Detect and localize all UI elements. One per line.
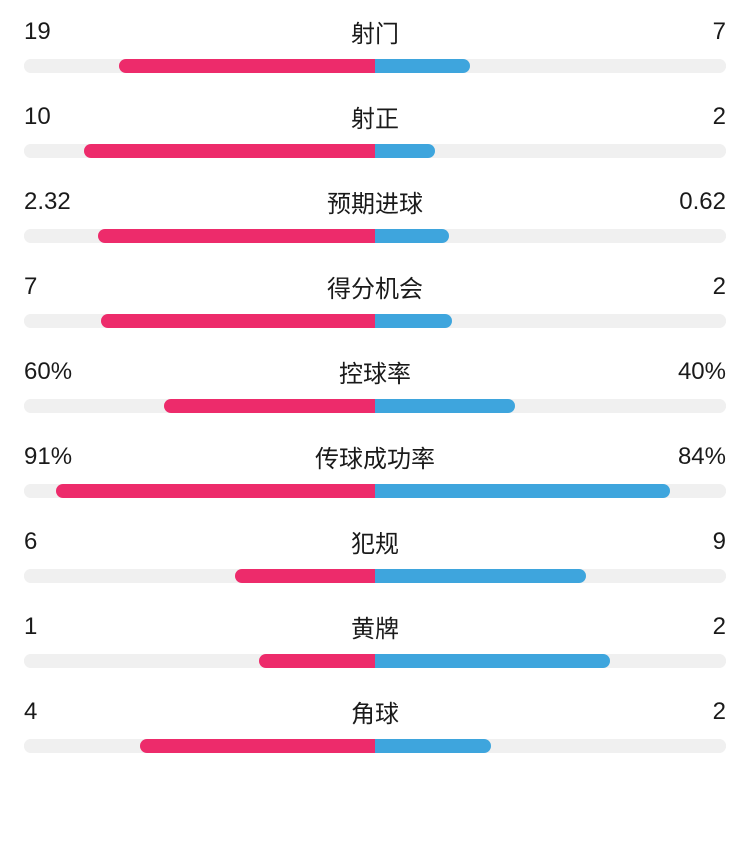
stat-labels: 60%控球率40% <box>24 354 726 389</box>
left-team-value: 2.32 <box>24 188 104 216</box>
right-bar-track <box>375 229 726 243</box>
right-bar-track <box>375 399 726 413</box>
right-bar-track <box>375 739 726 753</box>
left-bar-fill <box>98 229 375 243</box>
stat-labels: 6犯规9 <box>24 524 726 559</box>
left-bar-track <box>24 654 375 668</box>
comparison-bar <box>24 399 726 413</box>
right-team-value: 2 <box>646 273 726 301</box>
left-team-value: 7 <box>24 273 104 301</box>
right-bar-track <box>375 314 726 328</box>
stat-label: 黄牌 <box>104 609 646 644</box>
right-team-value: 2 <box>646 698 726 726</box>
right-bar-fill <box>375 739 491 753</box>
stat-row: 91%传球成功率84% <box>24 439 726 498</box>
stat-row: 6犯规9 <box>24 524 726 583</box>
right-bar-fill <box>375 654 610 668</box>
left-bar-track <box>24 569 375 583</box>
right-team-value: 0.62 <box>646 188 726 216</box>
stat-row: 19射门7 <box>24 14 726 73</box>
right-bar-fill <box>375 314 452 328</box>
right-team-value: 84% <box>646 443 726 471</box>
comparison-bar <box>24 484 726 498</box>
stat-row: 1黄牌2 <box>24 609 726 668</box>
left-team-value: 19 <box>24 18 104 46</box>
stat-label: 射门 <box>104 14 646 49</box>
right-bar-fill <box>375 569 586 583</box>
stat-row: 7得分机会2 <box>24 269 726 328</box>
stat-label: 得分机会 <box>104 269 646 304</box>
right-bar-track <box>375 144 726 158</box>
left-bar-fill <box>84 144 375 158</box>
stat-row: 60%控球率40% <box>24 354 726 413</box>
left-team-value: 60% <box>24 358 104 386</box>
stat-label: 射正 <box>104 99 646 134</box>
stat-labels: 4角球2 <box>24 694 726 729</box>
right-bar-track <box>375 569 726 583</box>
right-team-value: 2 <box>646 103 726 131</box>
stat-label: 控球率 <box>104 354 646 389</box>
right-bar-track <box>375 59 726 73</box>
right-team-value: 2 <box>646 613 726 641</box>
right-bar-track <box>375 484 726 498</box>
right-team-value: 40% <box>646 358 726 386</box>
left-bar-fill <box>101 314 375 328</box>
stat-label: 预期进球 <box>104 184 646 219</box>
left-bar-track <box>24 59 375 73</box>
stat-labels: 91%传球成功率84% <box>24 439 726 474</box>
stat-labels: 19射门7 <box>24 14 726 49</box>
left-team-value: 91% <box>24 443 104 471</box>
match-stats-panel: 19射门710射正22.32预期进球0.627得分机会260%控球率40%91%… <box>24 14 726 753</box>
right-bar-fill <box>375 484 670 498</box>
stat-row: 10射正2 <box>24 99 726 158</box>
stat-labels: 7得分机会2 <box>24 269 726 304</box>
stat-labels: 10射正2 <box>24 99 726 134</box>
stat-row: 4角球2 <box>24 694 726 753</box>
stat-labels: 2.32预期进球0.62 <box>24 184 726 219</box>
left-bar-track <box>24 144 375 158</box>
comparison-bar <box>24 314 726 328</box>
comparison-bar <box>24 739 726 753</box>
left-bar-track <box>24 484 375 498</box>
right-team-value: 9 <box>646 528 726 556</box>
comparison-bar <box>24 569 726 583</box>
left-bar-track <box>24 399 375 413</box>
stat-label: 角球 <box>104 694 646 729</box>
left-bar-fill <box>56 484 375 498</box>
stat-label: 犯规 <box>104 524 646 559</box>
right-bar-fill <box>375 229 449 243</box>
stat-row: 2.32预期进球0.62 <box>24 184 726 243</box>
right-team-value: 7 <box>646 18 726 46</box>
left-team-value: 4 <box>24 698 104 726</box>
right-bar-fill <box>375 59 470 73</box>
left-team-value: 1 <box>24 613 104 641</box>
left-bar-track <box>24 739 375 753</box>
left-team-value: 6 <box>24 528 104 556</box>
left-bar-fill <box>119 59 375 73</box>
comparison-bar <box>24 59 726 73</box>
right-bar-fill <box>375 399 515 413</box>
comparison-bar <box>24 229 726 243</box>
comparison-bar <box>24 654 726 668</box>
left-bar-fill <box>259 654 375 668</box>
right-bar-fill <box>375 144 435 158</box>
stat-label: 传球成功率 <box>104 439 646 474</box>
left-bar-fill <box>140 739 375 753</box>
left-bar-track <box>24 314 375 328</box>
stat-labels: 1黄牌2 <box>24 609 726 644</box>
left-bar-track <box>24 229 375 243</box>
left-team-value: 10 <box>24 103 104 131</box>
comparison-bar <box>24 144 726 158</box>
right-bar-track <box>375 654 726 668</box>
left-bar-fill <box>235 569 375 583</box>
left-bar-fill <box>164 399 375 413</box>
